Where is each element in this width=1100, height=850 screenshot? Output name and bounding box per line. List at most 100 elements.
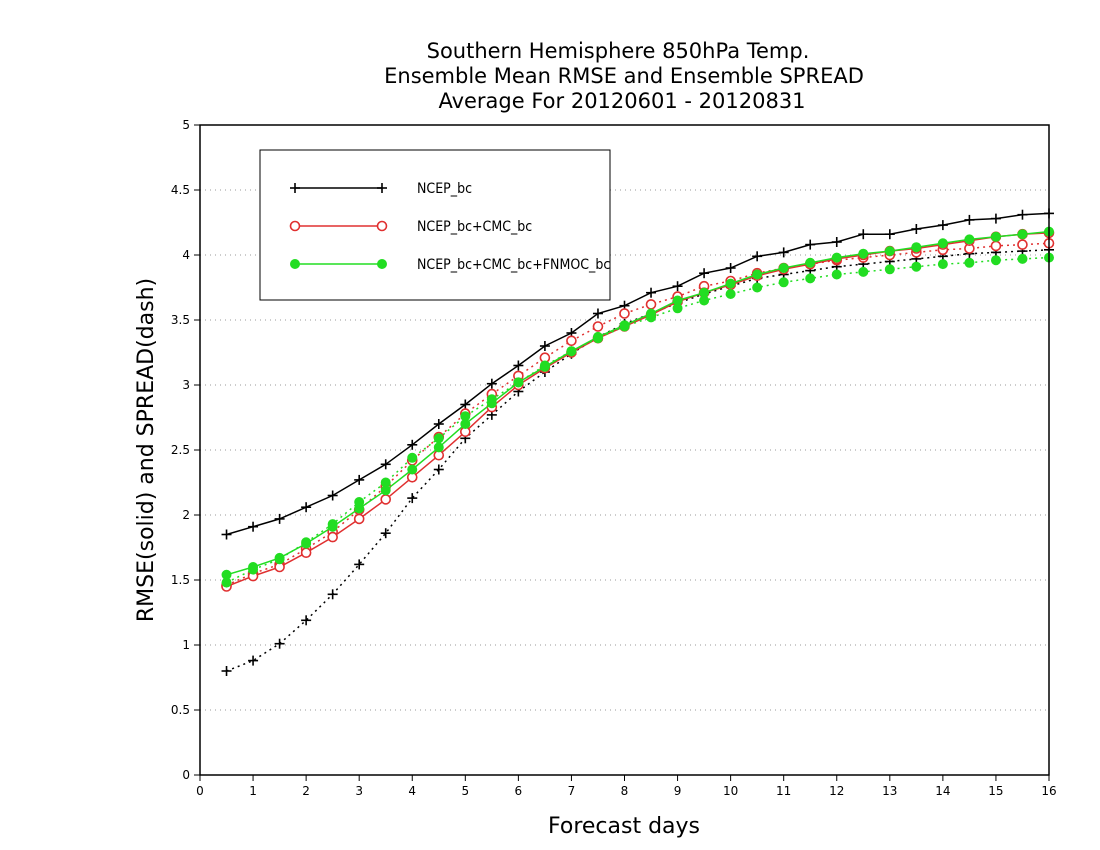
legend-box (259, 149, 611, 301)
x-axis-label: Forecast days (548, 814, 700, 839)
x-tick-label: 8 (621, 784, 629, 798)
x-tick-label: 9 (674, 784, 682, 798)
rmse-point (592, 308, 603, 319)
spread-point (354, 559, 365, 570)
rmse-point (300, 547, 312, 559)
chart-title: Southern Hemisphere 850hPa Temp. Ensembl… (384, 39, 864, 113)
rmse-point (460, 399, 471, 410)
legend-marker (377, 183, 387, 193)
rmse-point (619, 320, 630, 331)
y-tick-label: 3.5 (171, 313, 190, 327)
legend-label: NCEP_bc+CMC_bc (417, 219, 532, 235)
spread-point (831, 269, 842, 280)
spread-point (645, 299, 657, 310)
rmse-point (672, 295, 683, 306)
rmse-point (884, 229, 895, 240)
rmse-point (327, 531, 338, 543)
rmse-point (248, 521, 259, 532)
rmse-point (274, 513, 285, 524)
spread-point (248, 655, 259, 666)
rmse-point (301, 502, 312, 513)
spread-point (937, 259, 948, 270)
rmse-point (858, 248, 869, 259)
rmse-point (327, 521, 338, 532)
spread-point (433, 433, 444, 444)
spread-point (778, 277, 789, 288)
y-tick-label: 5 (182, 118, 190, 132)
rmse-point (380, 485, 391, 496)
y-tick-label: 1.5 (171, 573, 190, 587)
legend-item: NCEP_bc+CMC_bc+FNMOC_bc (290, 257, 610, 273)
spread-point (725, 289, 736, 299)
spread-point (911, 261, 922, 272)
x-tick-label: 7 (568, 784, 576, 798)
spread-point (805, 273, 816, 284)
rmse-point (513, 360, 524, 371)
rmse-point (380, 494, 392, 505)
rmse-point (1017, 209, 1028, 220)
spread-point (884, 264, 895, 275)
legend: NCEP_bc NCEP_bc+CMC_bc NCEP_bc+CMC_bc+FNMO… (259, 149, 611, 301)
y-tick-label: 0 (182, 768, 190, 782)
rmse-point (752, 251, 763, 262)
legend-marker (290, 183, 300, 193)
x-tick-label: 14 (935, 784, 950, 798)
rmse-point (884, 246, 895, 257)
rmse-point (858, 229, 869, 240)
rmse-point (539, 341, 550, 351)
spread-point (301, 615, 312, 626)
legend-marker (376, 220, 388, 232)
rmse-point (911, 242, 922, 253)
legend-marker (289, 220, 301, 232)
spread-point (327, 589, 338, 600)
spread-point (433, 464, 444, 475)
rmse-point (831, 252, 842, 263)
title-line-2: Ensemble Mean RMSE and Ensemble SPREAD (384, 64, 864, 88)
x-tick-label: 6 (515, 784, 523, 798)
series-ncep-bc-rmse (221, 208, 1054, 540)
rmse-point (221, 569, 232, 580)
rmse-point (460, 419, 471, 429)
x-tick-label: 2 (302, 784, 310, 798)
y-tick-label: 4 (182, 248, 190, 262)
rmse-point (539, 361, 550, 372)
rmse-point (937, 220, 948, 231)
spread-point (752, 282, 763, 293)
rmse-point (937, 238, 948, 249)
legend-marker (290, 259, 300, 269)
rmse-point (646, 308, 657, 319)
x-tick-label: 11 (776, 784, 791, 798)
spread-point (990, 255, 1001, 266)
spread-point (274, 638, 285, 649)
rmse-point (990, 213, 1001, 224)
x-tick-label: 13 (882, 784, 897, 798)
rmse-point (433, 442, 444, 453)
rmse-point (327, 490, 338, 501)
spread-point (380, 528, 391, 539)
rmse-point (725, 263, 736, 273)
rmse-point (911, 224, 922, 234)
rmse-point (354, 503, 365, 514)
x-tick-label: 4 (408, 784, 416, 798)
x-tick-label: 10 (723, 784, 738, 798)
x-tick-label: 5 (461, 784, 469, 798)
legend-label: NCEP_bc+CMC_bc+FNMOC_bc (417, 257, 610, 273)
rmse-point (566, 346, 577, 357)
rmse-point (274, 552, 285, 563)
rmse-point (778, 247, 789, 258)
title-line-3: Average For 20120601 - 20120831 (438, 89, 805, 113)
spread-point (221, 666, 232, 676)
y-tick-label: 4.5 (171, 183, 190, 197)
rmse-point (778, 263, 789, 273)
rmse-point (486, 378, 497, 389)
rmse-point (831, 237, 842, 247)
rmse-point (699, 287, 710, 298)
rmse-point (805, 257, 816, 268)
legend-item: NCEP_bc+CMC_bc (289, 219, 532, 235)
spread-point (990, 240, 1002, 252)
legend-label: NCEP_bc (417, 181, 472, 197)
y-tick-label: 2 (182, 508, 190, 522)
rmse-point (353, 513, 365, 525)
spread-point (964, 257, 975, 268)
